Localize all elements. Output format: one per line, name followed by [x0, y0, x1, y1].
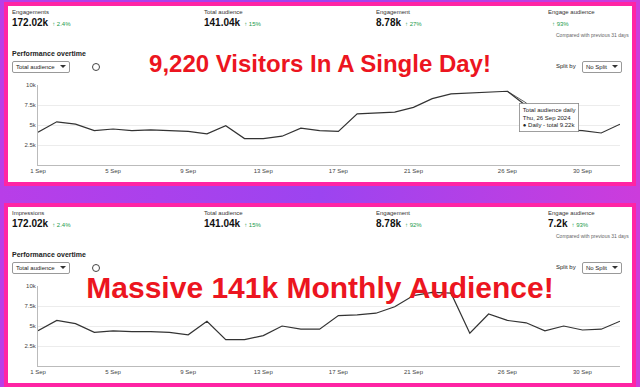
svg-text:13 Sep: 13 Sep	[254, 369, 274, 375]
html-text:↑ 92%: ↑ 92%	[405, 222, 422, 228]
html-text:141.04k ↑ 15%: 141.04k ↑ 15%	[204, 17, 261, 28]
svg-text:21 Sep: 21 Sep	[404, 168, 424, 174]
svg-text:21 Sep: 21 Sep	[404, 369, 424, 375]
svg-text:7.5k: 7.5k	[24, 303, 36, 309]
html-text:141.04k ↑ 15%: 141.04k ↑ 15%	[204, 218, 261, 229]
svg-text:5 Sep: 5 Sep	[105, 168, 121, 174]
html-text:Split by: Split by	[556, 264, 576, 270]
html-text:Engagements: Engagements	[12, 9, 49, 15]
svg-text:5k: 5k	[29, 122, 36, 128]
svg-text:9 Sep: 9 Sep	[180, 168, 196, 174]
svg-text:26 Sep: 26 Sep	[498, 168, 518, 174]
html-text:Split by: Split by	[556, 63, 576, 69]
html-text:Performance overtime: Performance overtime	[12, 50, 86, 57]
svg-text:26 Sep: 26 Sep	[498, 369, 518, 375]
html-text:9,220 Visitors In A Single Day: 9,220 Visitors In A Single Day!	[149, 50, 491, 77]
svg-text:13 Sep: 13 Sep	[254, 168, 274, 174]
svg-text:Total audience dailyThu, 26 Se: Total audience dailyThu, 26 Sep 2024● Da…	[523, 107, 576, 129]
svg-text:17 Sep: 17 Sep	[329, 369, 349, 375]
html-text:Total audience: Total audience	[16, 64, 55, 70]
html-text:Massive 141k Monthly Audience!: Massive 141k Monthly Audience!	[86, 271, 554, 304]
svg-text:10k: 10k	[26, 283, 37, 289]
svg-text:9 Sep: 9 Sep	[180, 369, 196, 375]
html-text:Compared with previous 31 days: Compared with previous 31 days	[556, 233, 629, 239]
svg-text:1 Sep: 1 Sep	[30, 168, 46, 174]
svg-text:5 Sep: 5 Sep	[105, 369, 121, 375]
html-text:Engagement: Engagement	[376, 9, 410, 15]
svg-text:30 Sep: 30 Sep	[573, 168, 593, 174]
html-text:Impressions: Impressions	[12, 210, 45, 216]
svg-text:30 Sep: 30 Sep	[573, 369, 593, 375]
svg-text:1 Sep: 1 Sep	[30, 369, 46, 375]
html-text:7.2k ↑ 93%: 7.2k ↑ 93%	[548, 218, 589, 229]
html-text:8.78k: 8.78k	[376, 17, 401, 28]
svg-text:17 Sep: 17 Sep	[329, 168, 349, 174]
svg-text:10k: 10k	[26, 82, 37, 88]
svg-text:2.5k: 2.5k	[24, 343, 36, 349]
html-text:172.02k ↑ 2.4%: 172.02k ↑ 2.4%	[12, 218, 71, 229]
html-text:172.02k ↑ 2.4%: 172.02k ↑ 2.4%	[12, 17, 71, 28]
html-text:↑ 27%: ↑ 27%	[405, 21, 422, 27]
html-text:8.78k: 8.78k	[376, 218, 401, 229]
html-text:Compared with previous 31 days: Compared with previous 31 days	[556, 32, 629, 38]
html-text:Engagement: Engagement	[376, 210, 410, 216]
html-text:Total audience: Total audience	[204, 9, 243, 15]
html-text:No Split: No Split	[586, 265, 607, 271]
html-text:↑ 93%: ↑ 93%	[552, 21, 569, 27]
svg-text:2.5k: 2.5k	[24, 142, 36, 148]
html-text:Total audience: Total audience	[16, 265, 55, 271]
html-text:No Split: No Split	[586, 64, 607, 70]
html-text:Performance overtime: Performance overtime	[12, 251, 86, 258]
html-text:Engage audience: Engage audience	[548, 210, 595, 216]
svg-text:5k: 5k	[29, 323, 36, 329]
svg-text:7.5k: 7.5k	[24, 102, 36, 108]
html-text:Total audience: Total audience	[204, 210, 243, 216]
html-text:Engage audience: Engage audience	[548, 9, 595, 15]
